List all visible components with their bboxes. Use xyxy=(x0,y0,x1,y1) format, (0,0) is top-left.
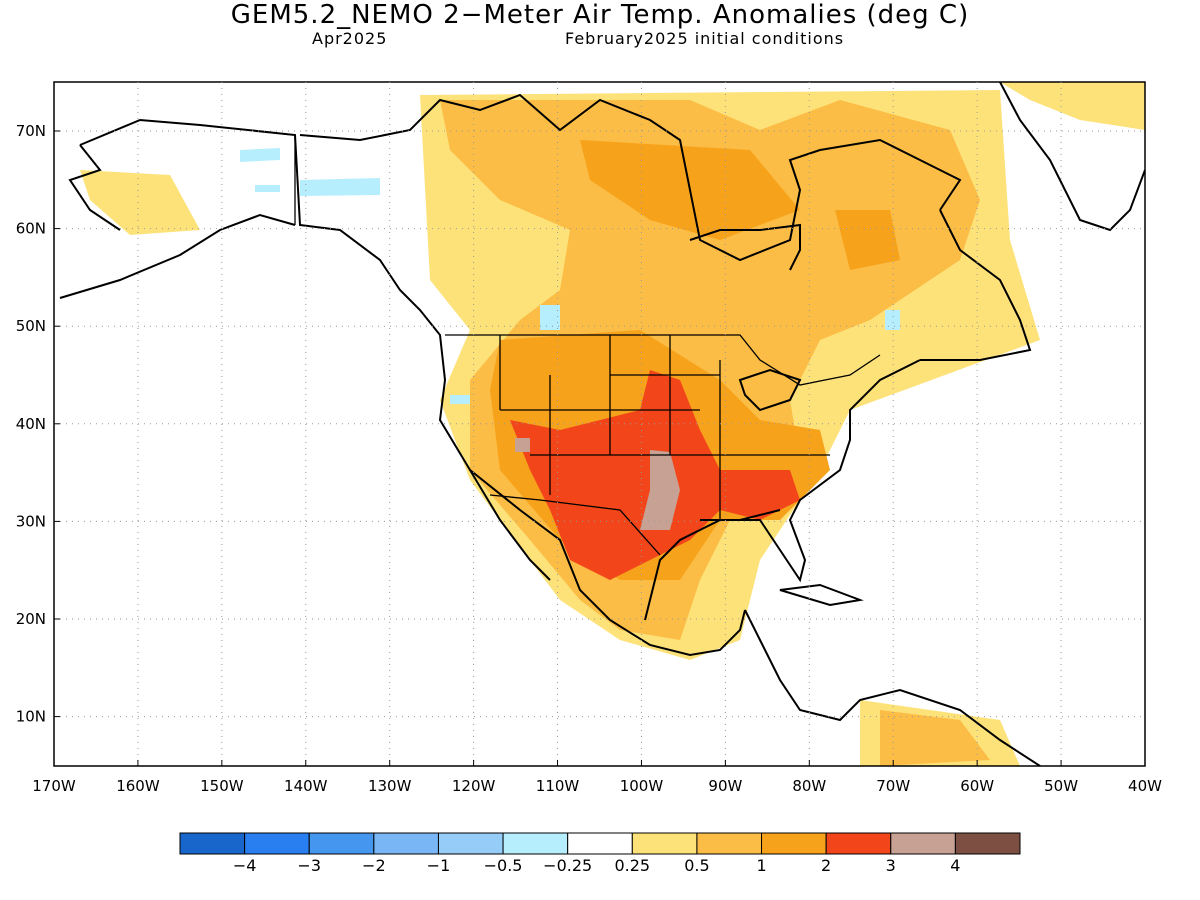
lon-tick-label: 170W xyxy=(32,777,76,795)
lon-tick-label: 130W xyxy=(368,777,412,795)
coast-greenland xyxy=(999,82,1145,232)
graticule xyxy=(54,82,1145,766)
coast-gulf xyxy=(700,509,781,521)
colorbar-swatch xyxy=(567,832,633,855)
state-lines xyxy=(499,335,830,520)
anomaly-0p5-greenland xyxy=(1000,82,1145,130)
coastline-layer xyxy=(59,82,1145,766)
colorbar-swatch xyxy=(308,832,375,855)
lon-tick-label: 150W xyxy=(200,777,244,795)
colorbar-label: −1 xyxy=(426,856,451,875)
colorbar-swatch xyxy=(179,832,246,855)
coast-east xyxy=(644,359,921,621)
colorbar-label: 4 xyxy=(950,856,961,875)
colorbar-swatch xyxy=(890,832,956,855)
latitude-ticks: 70N 60N 50N 40N 30N 20N 10N xyxy=(16,122,60,726)
coast-baja xyxy=(469,469,551,581)
lon-tick-label: 40W xyxy=(1128,777,1162,795)
longitude-ticks: 170W 160W 150W 140W 130W 120W 110W 100W 90W 80W 70… xyxy=(32,760,1162,795)
lat-tick-label: 50N xyxy=(16,317,46,335)
anomaly-neg-yukon xyxy=(300,178,380,196)
coast-labrador xyxy=(920,209,1032,361)
coast-arctic xyxy=(299,93,962,262)
lat-tick-label: 30N xyxy=(16,512,46,530)
border-us-canada xyxy=(445,334,881,386)
anomaly-neg-or xyxy=(450,395,470,404)
anomaly-neg-quebec xyxy=(885,310,900,330)
anomaly-2-quebec xyxy=(835,210,900,270)
lon-tick-label: 100W xyxy=(620,777,664,795)
coast-great-lakes xyxy=(738,368,802,412)
border-us-mexico xyxy=(489,494,661,556)
anomaly-4-utah xyxy=(515,438,530,452)
lon-tick-label: 80W xyxy=(792,777,826,795)
colorbar-swatch xyxy=(696,832,763,855)
coast-hudson xyxy=(689,223,801,271)
colorbar-label: −4 xyxy=(232,856,257,875)
lat-tick-label: 60N xyxy=(16,220,46,238)
lon-tick-label: 120W xyxy=(452,777,496,795)
lon-tick-label: 140W xyxy=(284,777,328,795)
init-conditions: February2025 initial conditions xyxy=(565,29,845,48)
colorbar-swatch xyxy=(502,832,569,855)
lon-tick-label: 110W xyxy=(536,777,580,795)
colorbar-label: 2 xyxy=(821,856,832,875)
colorbar-label: 1 xyxy=(756,856,767,875)
colorbar-swatch xyxy=(825,832,892,855)
colorbar-label: −3 xyxy=(297,856,322,875)
valid-month: Apr2025 xyxy=(312,29,388,48)
map-title: GEM5.2_NEMO 2−Meter Air Temp. Anomalies … xyxy=(230,0,970,30)
anomaly-1-samerica xyxy=(880,710,990,766)
colorbar-swatch xyxy=(761,832,827,855)
colorbar-swatch xyxy=(954,832,1021,855)
colorbar-label: 0.5 xyxy=(684,856,710,875)
lon-tick-label: 60W xyxy=(960,777,994,795)
lon-tick-label: 50W xyxy=(1044,777,1078,795)
lat-tick-label: 70N xyxy=(16,122,46,140)
anomaly-neg-bc xyxy=(540,305,560,330)
coast-alaska-west xyxy=(68,144,121,231)
anomaly-neg-ak2 xyxy=(255,185,280,192)
coast-central-america xyxy=(744,609,1041,766)
boundary-layer xyxy=(294,135,881,556)
colorbar-label: −0.5 xyxy=(483,856,523,875)
colorbar-label: −2 xyxy=(362,856,386,875)
lon-tick-label: 90W xyxy=(708,777,742,795)
colorbar-swatch xyxy=(437,832,504,855)
anomaly-4-texas xyxy=(640,450,680,530)
coast-cuba xyxy=(779,583,864,607)
lat-tick-label: 10N xyxy=(16,708,46,726)
coast-alaska-south xyxy=(59,213,296,299)
anomaly-0p5-alaska xyxy=(80,170,200,235)
coast-alaska xyxy=(79,118,746,657)
colorbar-swatch xyxy=(373,832,439,855)
colorbar-label: 0.25 xyxy=(614,856,651,875)
colorbar-swatch xyxy=(631,832,698,855)
lat-tick-label: 40N xyxy=(16,415,46,433)
lon-tick-label: 70W xyxy=(876,777,910,795)
anomaly-neg-alaska1 xyxy=(240,148,280,162)
lat-tick-label: 20N xyxy=(16,610,46,628)
lon-tick-label: 160W xyxy=(116,777,160,795)
colorbar-swatch xyxy=(244,832,310,855)
colorbar-label: −0.25 xyxy=(543,856,593,875)
colorbar xyxy=(179,832,1021,855)
colorbar-label: 3 xyxy=(885,856,896,875)
